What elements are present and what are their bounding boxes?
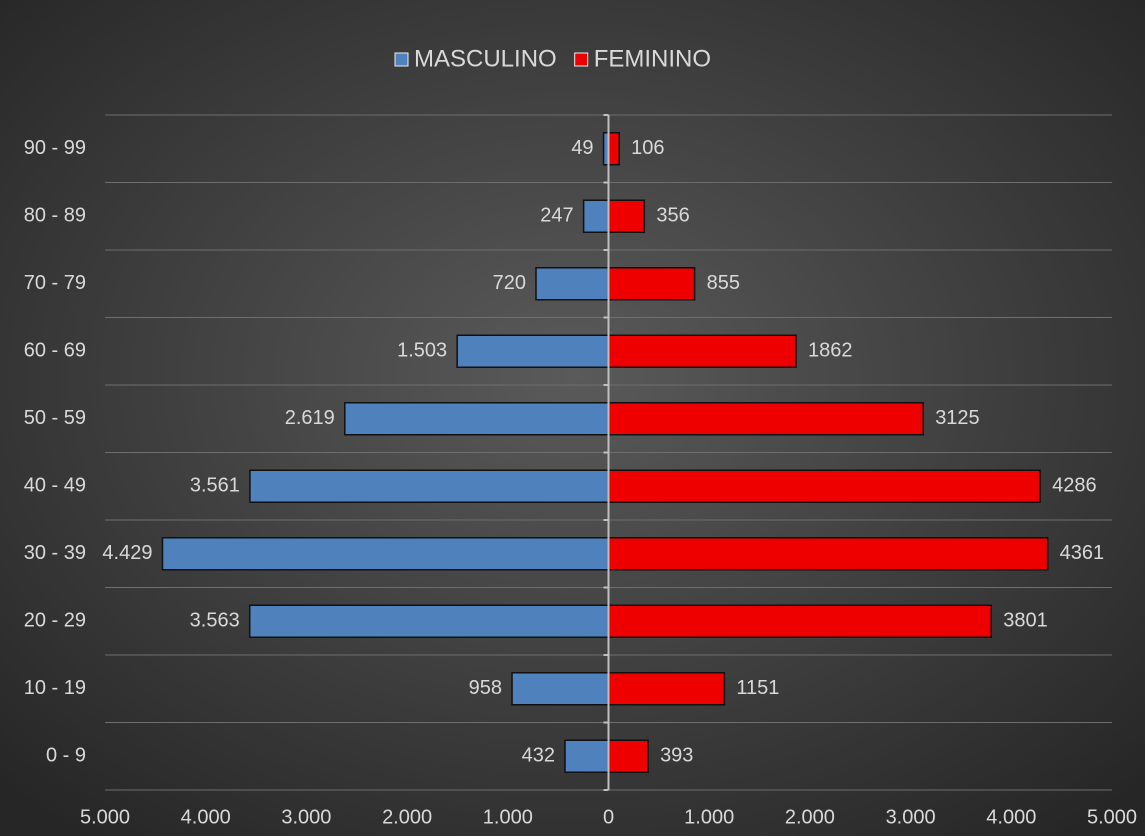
data-label: 1.503 xyxy=(397,340,447,362)
legend-label: MASCULINO xyxy=(414,45,557,72)
y-tick-label: 40 - 49 xyxy=(24,475,86,497)
bar xyxy=(607,469,1041,503)
bar xyxy=(607,537,1049,571)
data-label: 3801 xyxy=(1003,610,1048,632)
bar xyxy=(607,334,797,368)
x-tick-label: 5.000 xyxy=(1087,806,1137,828)
data-label: 958 xyxy=(469,677,502,699)
data-label: 3125 xyxy=(935,407,980,429)
data-label: 4286 xyxy=(1052,475,1097,497)
bar xyxy=(248,604,610,638)
bar xyxy=(607,199,646,233)
x-tick-label: 3.000 xyxy=(281,806,331,828)
y-tick-label: 20 - 29 xyxy=(24,610,86,632)
y-tick-label: 90 - 99 xyxy=(24,137,86,159)
data-label: 106 xyxy=(631,137,664,159)
data-label: 1151 xyxy=(736,677,779,699)
data-label: 2.619 xyxy=(285,407,335,429)
data-label: 4361 xyxy=(1060,542,1105,564)
bar xyxy=(607,739,649,773)
x-tick-label: 3.000 xyxy=(886,806,936,828)
y-tick-label: 30 - 39 xyxy=(24,542,86,564)
x-tick-label: 0 xyxy=(603,806,614,828)
data-label: 49 xyxy=(571,137,593,159)
legend-swatch xyxy=(574,52,589,67)
y-tick-label: 60 - 69 xyxy=(24,340,86,362)
bar xyxy=(456,334,610,368)
y-tick-label: 0 - 9 xyxy=(46,745,86,767)
bar xyxy=(607,604,993,638)
x-tick-label: 4.000 xyxy=(181,806,231,828)
bar xyxy=(607,672,726,706)
y-tick-label: 80 - 89 xyxy=(24,205,86,227)
legend-label: FEMININO xyxy=(594,45,711,72)
data-label: 855 xyxy=(707,272,740,294)
bar xyxy=(161,537,610,571)
bar xyxy=(607,267,696,301)
bar xyxy=(607,132,620,166)
y-tick-label: 70 - 79 xyxy=(24,272,86,294)
data-label: 720 xyxy=(493,272,526,294)
y-tick-label: 10 - 19 xyxy=(24,677,86,699)
data-label: 393 xyxy=(660,745,693,767)
bar xyxy=(564,739,610,773)
x-tick-label: 2.000 xyxy=(382,806,432,828)
data-label: 356 xyxy=(656,205,689,227)
bar xyxy=(582,199,610,233)
data-label: 3.561 xyxy=(190,475,240,497)
bar xyxy=(249,469,610,503)
data-label: 3.563 xyxy=(190,610,240,632)
x-tick-label: 4.000 xyxy=(986,806,1036,828)
data-label: 247 xyxy=(540,205,573,227)
data-label: 1862 xyxy=(808,340,853,362)
x-tick-label: 5.000 xyxy=(80,806,130,828)
x-tick-label: 2.000 xyxy=(785,806,835,828)
data-label: 4.429 xyxy=(102,542,152,564)
x-tick-label: 1.000 xyxy=(684,806,734,828)
x-tick-label: 1.000 xyxy=(483,806,533,828)
bar xyxy=(344,402,610,436)
bar xyxy=(511,672,610,706)
y-tick-label: 50 - 59 xyxy=(24,407,86,429)
legend-swatch xyxy=(394,52,409,67)
bar xyxy=(535,267,610,301)
data-label: 432 xyxy=(522,745,555,767)
bar xyxy=(607,402,924,436)
